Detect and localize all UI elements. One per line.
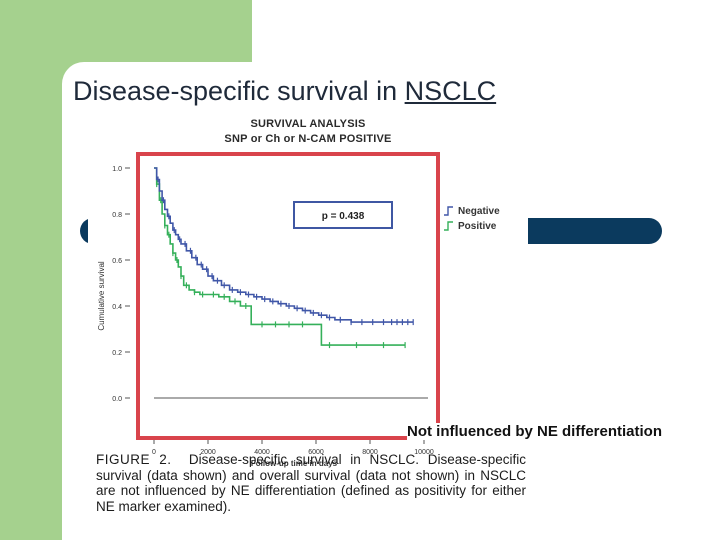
caption-text: Disease-specific survival in NSCLC. Dise… — [96, 452, 526, 514]
x-tick-label: 6000 — [308, 449, 324, 456]
legend-label-negative: Negative — [458, 206, 500, 217]
figure-caption: FIGURE 2. Disease-specific survival in N… — [96, 452, 526, 514]
y-tick-label: 1.0 — [112, 166, 122, 173]
slide-title: Disease-specific survival in NSCLC — [73, 76, 496, 107]
y-tick-label: 0.6 — [112, 258, 122, 265]
p-value-label: p = 0.438 — [322, 211, 365, 222]
x-tick-label: 4000 — [254, 449, 270, 456]
x-tick-label: 10000 — [414, 449, 434, 456]
legend-swatch-positive — [444, 221, 453, 231]
y-tick-label: 0.8 — [112, 212, 122, 219]
x-tick-label: 2000 — [200, 449, 216, 456]
callout-text: Not influenced by NE differentiation — [407, 423, 663, 440]
x-axis-label: Follow-up time in days — [251, 459, 338, 468]
y-tick-label: 0.4 — [112, 304, 122, 311]
caption-label: FIGURE 2. — [96, 452, 172, 467]
figure: SURVIVAL ANALYSIS SNP or Ch or N-CAM POS… — [88, 114, 528, 524]
y-axis-label: Cumulative survival — [97, 261, 106, 331]
y-tick-label: 0.0 — [112, 396, 122, 403]
legend-label-positive: Positive — [458, 221, 497, 232]
x-tick-label: 0 — [152, 449, 156, 456]
slide-title-link[interactable]: NSCLC — [404, 76, 497, 106]
chart-frame — [136, 152, 440, 440]
p-value-box — [293, 201, 393, 229]
survival-chart: 0.0 0.2 0.4 0.6 0.8 1.0 0 2000 4000 6000 8000 10000… — [97, 152, 500, 468]
panel-title-line2: SNP or Ch or N-CAM POSITIVE — [224, 133, 392, 145]
legend-swatch-negative — [444, 206, 453, 216]
x-tick-label: 8000 — [362, 449, 378, 456]
series-line-negative — [154, 167, 414, 323]
panel-title-line1: SURVIVAL ANALYSIS — [250, 118, 366, 130]
slide-title-prefix: Disease-specific survival in — [73, 76, 405, 106]
y-tick-label: 0.2 — [112, 350, 122, 357]
